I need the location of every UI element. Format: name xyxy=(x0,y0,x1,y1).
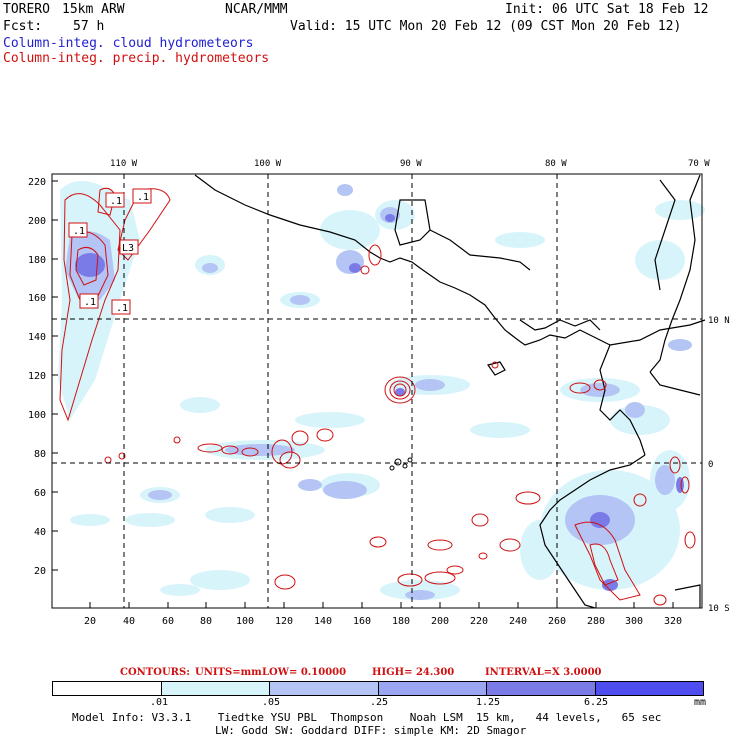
model-name: TORERO xyxy=(3,2,50,17)
colorbar-label: .01 xyxy=(150,697,169,708)
colorbar-bin xyxy=(270,682,379,695)
bottom-x-ticks: 20 40 60 80 100 120 140 160 180 200 220 … xyxy=(84,616,682,627)
contours-units: UNITS=mm xyxy=(195,667,262,678)
contour-label: .1 xyxy=(73,226,85,237)
contour-label: .1 xyxy=(116,303,128,314)
contours-low: LOW= 0.10000 xyxy=(262,667,347,678)
legend-cloud: Column-integ. cloud hydrometeors xyxy=(3,36,254,51)
coastline xyxy=(194,174,706,609)
y-tick-label: 120 xyxy=(28,371,46,382)
contour-label: .1 xyxy=(110,196,122,207)
init-time: Init: 06 UTC Sat 18 Feb 12 xyxy=(505,2,709,17)
contour-label: L3 xyxy=(122,243,134,254)
y-tick-label: 20 xyxy=(34,566,46,577)
lat-label: 0 xyxy=(708,460,713,470)
x-tick-label: 200 xyxy=(431,616,449,627)
x-tick-label: 160 xyxy=(353,616,371,627)
x-tick-label: 300 xyxy=(625,616,643,627)
x-tick-label: 120 xyxy=(275,616,293,627)
lat-label: 10 N xyxy=(708,316,730,326)
y-tick-label: 200 xyxy=(28,216,46,227)
model-info: Model Info: V3.3.1 Tiedtke YSU PBL Thomp… xyxy=(72,711,662,724)
lon-label: 90 W xyxy=(400,159,422,169)
forecast-label: Fcst: xyxy=(3,19,43,34)
x-tick-label: 60 xyxy=(162,616,174,627)
precip-contours xyxy=(59,187,696,606)
colorbar-label: .25 xyxy=(370,697,389,708)
cloud-fill-mid xyxy=(65,184,692,600)
colorbar-bin xyxy=(53,682,162,695)
y-tick-label: 100 xyxy=(28,410,46,421)
contours-high: HIGH= 24.300 xyxy=(372,667,455,678)
legend-precip: Column-integ. precip. hydrometeors xyxy=(3,51,270,66)
contour-label: .1 xyxy=(84,297,96,308)
map-frame xyxy=(51,173,703,609)
colorbar-unit: mm xyxy=(694,697,707,708)
y-tick-label: 60 xyxy=(34,488,46,499)
x-tick-label: 220 xyxy=(470,616,488,627)
lon-label: 80 W xyxy=(545,159,567,169)
y-tick-label: 140 xyxy=(28,332,46,343)
colorbar-bin xyxy=(161,682,270,695)
x-tick-label: 180 xyxy=(392,616,410,627)
y-tick-label: 40 xyxy=(34,527,46,538)
y-tick-label: 180 xyxy=(28,255,46,266)
x-tick-label: 100 xyxy=(236,616,254,627)
lon-label: 110 W xyxy=(110,159,138,169)
left-y-ticks: 220 200 180 160 140 120 100 80 60 40 20 xyxy=(28,177,46,577)
lat-label: 10 S xyxy=(708,604,730,614)
top-lon-labels: 110 W 100 W 90 W 80 W 70 W xyxy=(110,159,710,169)
x-tick-label: 260 xyxy=(548,616,566,627)
colorbar-bin xyxy=(487,682,596,695)
y-tick-label: 80 xyxy=(34,449,46,460)
colorbar-label: .05 xyxy=(262,697,281,708)
physics-info: LW: Godd SW: Goddard DIFF: simple KM: 2D… xyxy=(215,724,527,737)
contours-title: CONTOURS: xyxy=(120,667,190,678)
x-tick-label: 140 xyxy=(314,616,332,627)
x-tick-label: 320 xyxy=(664,616,682,627)
valid-time: Valid: 15 UTC Mon 20 Feb 12 (09 CST Mon … xyxy=(290,19,682,34)
x-tick-label: 40 xyxy=(123,616,135,627)
galapagos-islands xyxy=(389,457,413,471)
left-y-tick-marks xyxy=(52,180,58,571)
x-tick-label: 280 xyxy=(587,616,605,627)
contours-interval: INTERVAL=X 3.0000 xyxy=(485,667,602,678)
lat-lon-grid xyxy=(52,174,702,608)
forecast-hour: 57 h xyxy=(73,19,105,34)
x-tick-label: 20 xyxy=(84,616,96,627)
colorbar xyxy=(52,681,704,696)
contour-label: .1 xyxy=(137,192,149,203)
model-resolution: 15km ARW xyxy=(62,2,125,17)
x-tick-label: 240 xyxy=(509,616,527,627)
bottom-x-tick-marks xyxy=(89,602,674,608)
y-tick-label: 160 xyxy=(28,293,46,304)
organization: NCAR/MMM xyxy=(225,2,288,17)
colorbar-bin xyxy=(595,682,703,695)
y-tick-label: 220 xyxy=(28,177,46,188)
lon-label: 70 W xyxy=(688,159,710,169)
colorbar-label: 6.25 xyxy=(584,697,609,708)
colorbar-bin xyxy=(378,682,487,695)
x-tick-label: 80 xyxy=(200,616,212,627)
colorbar-label: 1.25 xyxy=(476,697,501,708)
contour-label-boxes: .1 .1 .1 L3 .1 .1 xyxy=(68,188,152,315)
lon-label: 100 W xyxy=(254,159,282,169)
right-lat-labels: 10 N 0 10 S xyxy=(708,316,730,614)
